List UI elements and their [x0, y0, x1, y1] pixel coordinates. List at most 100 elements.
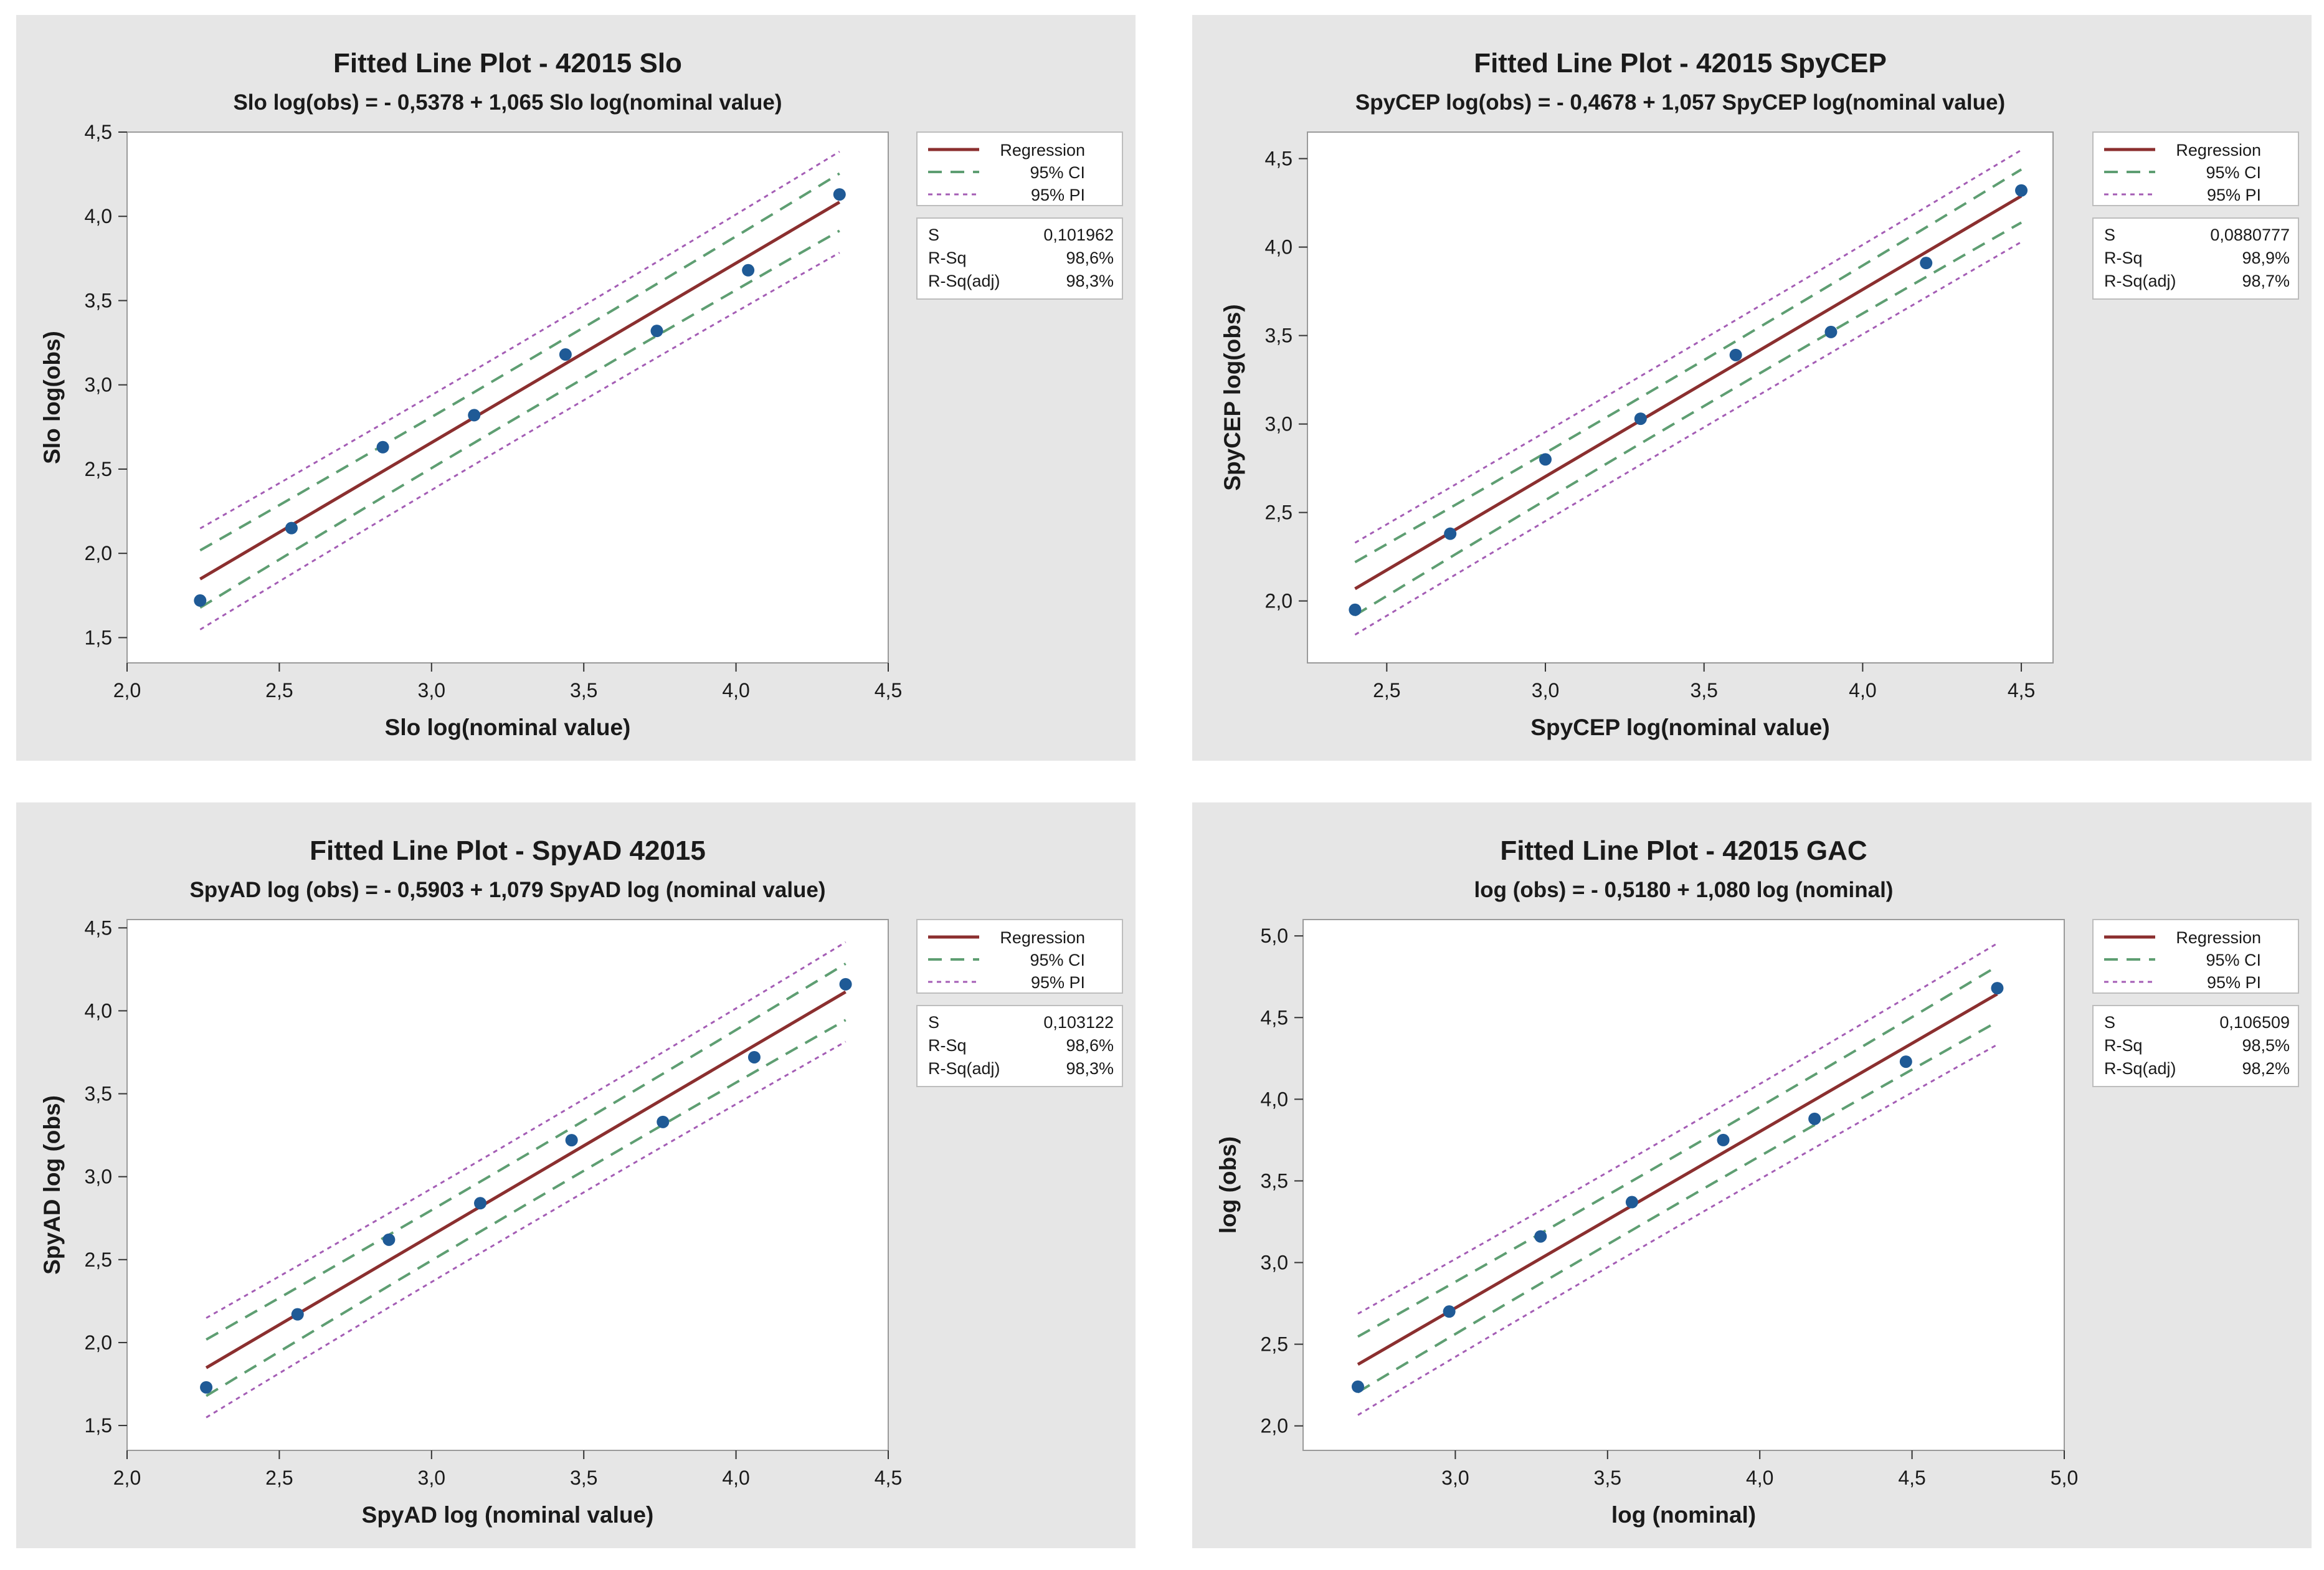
stat-value: 0,101962 — [1043, 226, 1114, 244]
data-point — [833, 188, 846, 201]
regression-line — [1357, 992, 1998, 1366]
ci-upper-line — [206, 963, 847, 1341]
data-point — [1625, 1196, 1638, 1209]
chart-svg: Fitted Line Plot - 42015 Slo Slo log(obs)… — [39, 48, 1123, 740]
y-tick-label: 4,0 — [85, 999, 112, 1022]
y-tick-label: 1,5 — [85, 626, 112, 649]
data-point — [2015, 184, 2028, 197]
y-tick-label: 1,5 — [85, 1414, 112, 1437]
x-axis-label: log (nominal) — [1611, 1502, 1756, 1528]
x-tick-label: 3,5 — [1690, 679, 1717, 702]
legend-pi-label: 95% PI — [2207, 973, 2261, 992]
data-point — [1717, 1133, 1730, 1146]
x-tick-label: 3,0 — [418, 679, 445, 702]
stat-label: S — [928, 1013, 939, 1032]
y-axis-label: SpyAD log (obs) — [39, 1095, 65, 1275]
x-tick-label: 3,5 — [570, 679, 597, 702]
y-tick-label: 4,5 — [85, 121, 112, 143]
pi-lower-line — [1354, 241, 2022, 636]
stat-label: S — [2104, 1013, 2115, 1032]
data-point — [1444, 527, 1457, 540]
y-tick-label: 5,0 — [1261, 925, 1288, 947]
stats-box — [2092, 217, 2299, 300]
chart-panel-spycep: Fitted Line Plot - 42015 SpyCEP SpyCEP lo… — [1192, 15, 2312, 761]
y-tick-label: 2,5 — [85, 1249, 112, 1271]
legend-ci-label: 95% CI — [2206, 951, 2261, 969]
pi-lower-line — [1357, 1044, 1998, 1416]
y-tick-label: 3,0 — [85, 1166, 112, 1188]
chart-panel-gac: Fitted Line Plot - 42015 GAC log (obs) = … — [1192, 802, 2312, 1548]
stats-table: S 0,103122 R-Sq 98,6% R-Sq(adj) 98,3% — [916, 1005, 1123, 1087]
y-tick-label: 4,5 — [1265, 148, 1292, 170]
pi-upper-line — [206, 941, 847, 1319]
data-point — [468, 409, 481, 422]
y-tick-label: 2,0 — [1261, 1415, 1288, 1437]
y-tick-label: 3,5 — [1261, 1169, 1288, 1192]
legend-pi-label: 95% PI — [2207, 186, 2261, 204]
ci-lower-line — [1357, 1020, 1998, 1394]
x-tick-label: 3,0 — [1532, 679, 1559, 702]
data-point — [657, 1115, 670, 1128]
chart-title: Fitted Line Plot - 42015 Slo — [333, 48, 682, 78]
stats-box — [916, 1005, 1123, 1087]
legend-ci-label: 95% CI — [1030, 163, 1085, 182]
y-axis-label: SpyCEP log(obs) — [1220, 304, 1245, 490]
chart-title: Fitted Line Plot - 42015 GAC — [1500, 835, 1867, 866]
stat-value: 98,6% — [1066, 1036, 1114, 1055]
y-tick-label: 3,0 — [1265, 413, 1292, 435]
y-tick-label: 3,5 — [85, 289, 112, 312]
y-tick-label: 2,0 — [85, 542, 112, 564]
stat-label: R-Sq — [2104, 1036, 2143, 1055]
stats-table: S 0,0880777 R-Sq 98,9% R-Sq(adj) 98,7% — [2092, 217, 2299, 300]
y-tick-label: 4,0 — [85, 205, 112, 227]
x-tick-label: 3,0 — [1441, 1467, 1469, 1489]
stats-box — [2092, 1005, 2299, 1087]
y-tick-label: 2,5 — [1265, 502, 1292, 524]
data-point — [742, 264, 755, 277]
data-point — [1634, 412, 1647, 426]
data-point — [1824, 325, 1838, 338]
legend: Regression 95% CI 95% PI — [916, 919, 1123, 994]
data-point — [1539, 453, 1552, 466]
x-tick-label: 4,5 — [875, 679, 902, 702]
y-tick-label: 4,0 — [1261, 1088, 1288, 1110]
pi-upper-line — [1354, 149, 2022, 544]
pi-lower-line — [199, 252, 840, 630]
data-point — [1443, 1305, 1456, 1318]
stats-box — [916, 217, 1123, 300]
data-point — [559, 348, 572, 361]
y-tick-label: 3,0 — [1261, 1252, 1288, 1274]
stat-value: 98,3% — [1066, 272, 1114, 290]
ci-lower-line — [199, 229, 840, 609]
data-point — [291, 1308, 304, 1321]
x-tick-label: 2,0 — [113, 679, 141, 702]
legend-box — [2092, 131, 2299, 206]
stat-label: R-Sq — [928, 1036, 967, 1055]
x-tick-label: 4,0 — [1849, 679, 1876, 702]
stat-value: 98,6% — [1066, 249, 1114, 267]
data-point — [376, 440, 389, 454]
y-tick-label: 2,5 — [85, 458, 112, 480]
x-tick-label: 2,5 — [265, 1467, 293, 1489]
data-point — [200, 1381, 213, 1394]
chart-panel-slo: Fitted Line Plot - 42015 Slo Slo log(obs)… — [16, 15, 1136, 761]
y-tick-label: 4,0 — [1265, 236, 1292, 259]
stat-label: R-Sq — [928, 249, 967, 267]
y-axis-label: Slo log(obs) — [39, 331, 65, 464]
chart-svg: Fitted Line Plot - 42015 GAC log (obs) = … — [1215, 835, 2299, 1528]
y-tick-label: 3,5 — [1265, 325, 1292, 347]
legend-box — [916, 919, 1123, 994]
y-tick-label: 4,5 — [85, 916, 112, 939]
stats-table: S 0,106509 R-Sq 98,5% R-Sq(adj) 98,2% — [2092, 1005, 2299, 1087]
plot-area — [126, 919, 889, 1451]
data-point — [1991, 982, 2004, 995]
data-point — [285, 521, 298, 535]
regression-line — [205, 990, 847, 1369]
stat-label: R-Sq(adj) — [2104, 272, 2176, 290]
data-point — [1808, 1112, 1821, 1125]
x-tick-label: 2,5 — [1373, 679, 1400, 702]
y-tick-label: 2,0 — [1265, 590, 1292, 612]
x-tick-label: 2,5 — [265, 679, 293, 702]
stat-value: 98,9% — [2242, 249, 2290, 267]
chart-title: Fitted Line Plot - 42015 SpyCEP — [1474, 48, 1887, 78]
